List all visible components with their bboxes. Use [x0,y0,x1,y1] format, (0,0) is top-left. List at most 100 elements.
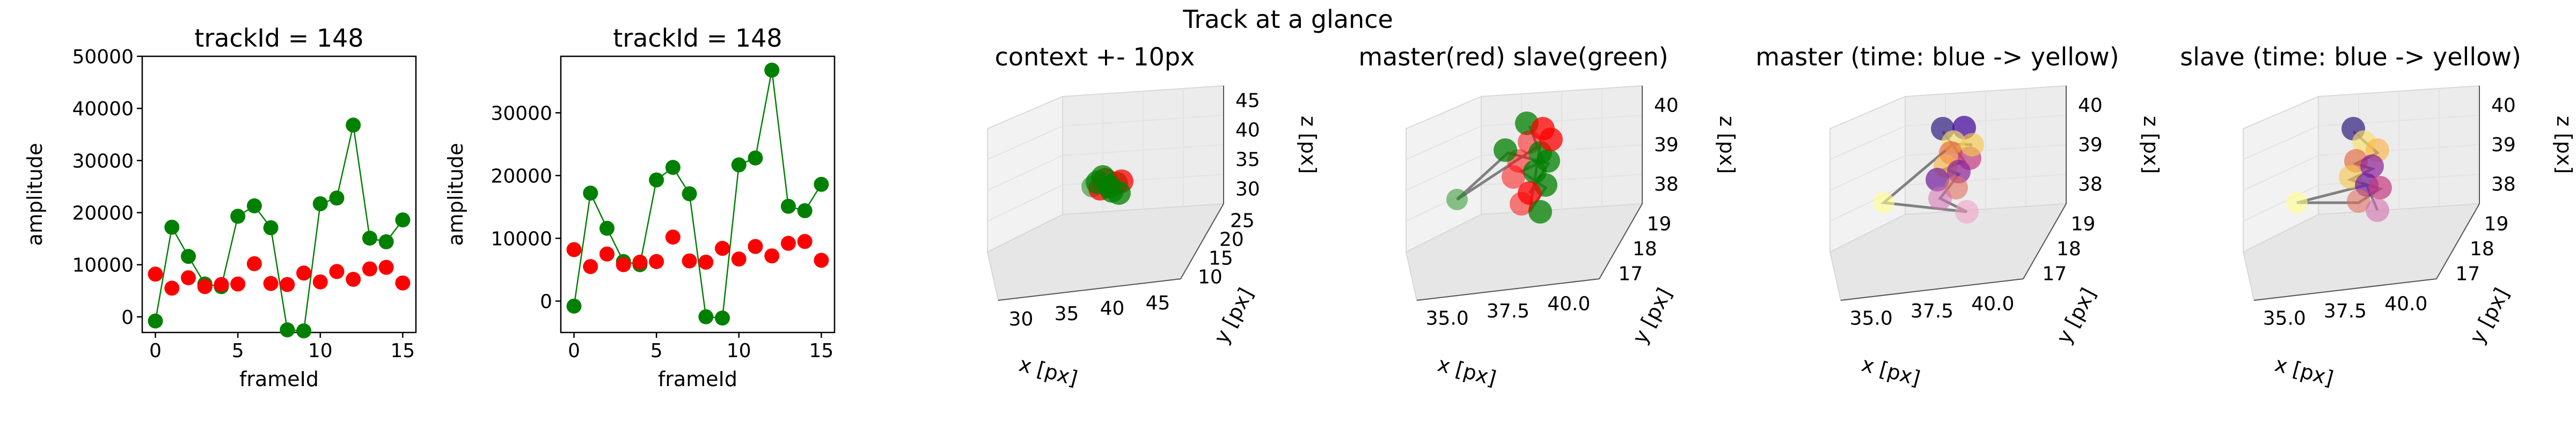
data-point-green [715,310,730,326]
data-point-green [280,322,295,338]
data-point-red [748,239,763,254]
y-tick-label: 17 [2455,263,2480,285]
z-tick-label: 35 [1235,149,1260,171]
y-tick-label: 10000 [491,228,552,250]
grid-line [1829,125,1906,160]
data-point-green [780,198,796,214]
z-tick-label: 40 [1235,120,1260,142]
y-tick-label: 40000 [72,98,134,120]
z-tick-label: 40 [2491,95,2516,117]
data-point-red [230,276,246,292]
grid-line [987,125,1063,160]
data-point [1926,168,1949,191]
data-point-red [814,253,829,268]
data-point [1107,181,1131,205]
y-tick-label: 19 [1647,213,1672,235]
data-point-red [214,277,229,292]
x-tick-label: 0 [568,340,580,362]
y-tick-label: 17 [1618,263,1643,285]
y-tick-label: 25 [1230,210,1255,232]
3d-slave-time-plot: slave (time: blue -> yellow) 35.0 37.5 40.0… [2180,42,2576,390]
x-axis-label: frameId [239,367,319,391]
y-tick-label: 19 [2484,213,2509,235]
data-point-green [566,298,582,314]
data-point-red [164,280,180,296]
data-point-green [329,190,345,206]
data-point-red [296,265,312,281]
y-tick-label: 50000 [72,46,134,68]
grid-line [2243,125,2319,160]
data-point-red [632,254,648,270]
x-axis-label: x [px] [1435,352,1498,390]
data-point-green [797,203,813,218]
z-tick-label: 38 [2491,173,2516,195]
data-point-green [378,234,394,249]
x-tick-label: 40.0 [1547,293,1590,315]
y-tick-label: 10000 [72,255,134,277]
chart-title: context +- 10px [995,42,1195,71]
data-point [2366,198,2389,222]
y-axis-line [1180,203,1224,279]
data-point [1873,192,1894,213]
y-axis-label: y [px] [2465,284,2514,348]
x-tick-label: 30 [1009,308,1034,330]
data-point-red [682,253,697,269]
data-point-red [780,235,796,251]
data-point-green [599,220,615,236]
data-point-green [263,220,279,235]
data-point-green [164,219,180,235]
axes-frame [560,55,836,334]
y-tick-label: 18 [2057,238,2081,260]
grid-line [2243,155,2319,191]
data-point [1510,192,1533,216]
z-tick-label: 40 [1654,95,1679,117]
y-tick-label: 18 [2470,238,2494,260]
amplitude-plot-1: trackId = 148 0 5 10 15 0 10000 20000 30000 40000… [23,24,417,391]
data-point-red [362,261,377,277]
chart-title: slave (time: blue -> yellow) [2180,42,2521,71]
data-point-red [665,230,680,245]
data-point [2368,176,2392,199]
z-tick-label: 30 [1235,179,1260,201]
y-tick-label: 20000 [491,165,552,187]
grid-line [987,184,1063,222]
chart-title: master(red) slave(green) [1358,42,1668,71]
data-point-green [148,313,163,329]
data-point [1446,189,1468,210]
x-axis-line [998,278,1181,301]
data-point-green [698,309,714,324]
y-tick-label: 15 [1209,248,1233,270]
y-tick-label: 0 [540,291,552,313]
data-point-green [312,196,328,211]
y-tick-label: 30000 [491,102,552,124]
y-axis-label: y [px] [1209,284,1258,348]
z-axis-label: z [px] [1715,116,1739,174]
z-tick-label: 40 [2078,95,2103,117]
y-axis-label: amplitude [23,143,47,246]
data-point-red [148,267,163,282]
x-tick-label: 15 [809,340,834,362]
y-tick-label: 30000 [72,150,134,172]
data-point [1502,165,1525,189]
z-tick-label: 38 [1654,173,1679,195]
data-point-green [395,212,411,228]
y-tick-label: 20000 [72,203,134,225]
z-tick-label: 39 [1654,134,1679,156]
figure-suptitle: Track at a glance [1182,5,1393,34]
data-point-red [731,252,747,267]
data-point-red [764,248,780,264]
x-axis-label: x [px] [2272,352,2336,390]
data-point-red [583,259,598,275]
chart-title: trackId = 148 [194,24,363,53]
y-tick-label: 18 [1633,238,1657,260]
x-tick-label: 15 [391,340,415,362]
y-tick-label: 17 [2042,263,2067,285]
x-axis-label: frameId [658,367,737,391]
x-tick-label: 37.5 [1487,300,1529,322]
y-axis-line [2436,203,2480,279]
data-point-red [263,276,279,291]
data-point-green [814,176,829,192]
x-tick-label: 35.0 [1850,307,1893,329]
x-axis-label: x [px] [1859,352,1922,390]
